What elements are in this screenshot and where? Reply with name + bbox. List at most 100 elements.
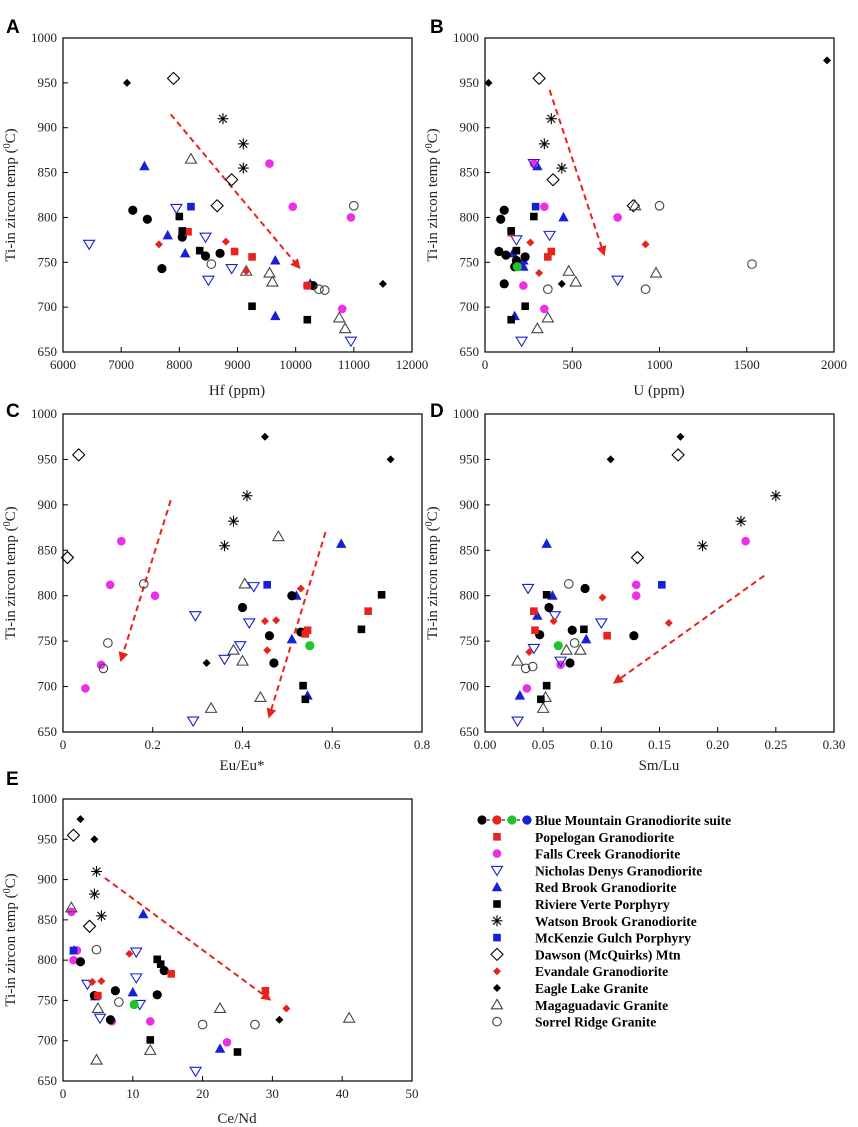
data-point-po [261,986,270,995]
legend-label: Falls Creek Granodiorite [535,847,680,862]
data-point-nd [129,973,143,984]
legend-label: Nicholas Denys Granodiorite [535,863,702,878]
trend-arrow [104,877,272,1001]
data-point-nd [189,1066,203,1078]
data-point-mg [187,202,195,211]
data-point-rv [303,315,312,324]
panel-b: B 650 700 750 800 850 900 950 1000 0 500 1000 1500 20… [424,17,848,399]
legend-label: Watson Brook Granodiorite [535,914,697,929]
data-point-nd [511,716,525,728]
panel-c: C 650 700 750 800 850 900 950 1000 0 0.2 0.4 0.6 0.8 E… [2,401,431,774]
data-point-rv [248,302,256,311]
y-tick-label: 750 [38,254,58,269]
y-tick-label: 700 [38,679,58,694]
panel-letter: D [430,401,444,422]
data-point-ev [88,977,97,986]
x-tick-label: 12000 [396,357,429,372]
data-point-ma [573,643,587,655]
data-point-nd [527,643,541,655]
data-point-bm [580,583,590,594]
y-tick-label: 950 [460,451,480,466]
data-point-wb [538,138,550,150]
data-point-sr [250,1019,260,1030]
data-point-ev [664,618,673,627]
legend-marker-ma [490,998,504,1010]
x-tick-label: 9000 [225,357,251,372]
trend-arrow [612,574,765,684]
plot-frame [62,413,423,733]
legend-entry-bm: Blue Mountain Granodiorite suite [477,813,731,828]
data-point-bmg [512,262,522,272]
legend-marker-sr [492,1016,502,1027]
data-point-ma [649,266,663,278]
data-point-el [202,658,211,667]
y-axis-label: Ti-in zircon temp (0C) [424,128,442,261]
panel-letter: C [6,401,20,422]
data-point-rb [581,633,592,644]
data-point-sr [542,284,553,295]
y-tick-label: 800 [460,588,480,603]
x-tick-label: 0.4 [234,737,251,752]
y-tick-label: 850 [460,165,480,180]
data-point-wb [241,490,253,502]
data-point-nd [82,239,96,251]
x-tick-label: 1500 [734,357,760,372]
data-point-sr [206,259,217,269]
legend-marker-fc [492,849,502,858]
data-point-mg [69,946,78,955]
data-point-rv [195,246,204,255]
data-point-rv [537,695,545,704]
data-point-sr [569,638,580,648]
data-point-fc [222,1038,232,1047]
data-point-dm [60,550,75,565]
y-tick-label: 900 [38,497,58,512]
trend-arrow [169,113,301,270]
data-point-nd [218,654,232,666]
data-point-wb [770,490,782,502]
data-point-el [606,455,615,464]
data-point-sr [98,663,109,674]
legend-entry-ev: Evandale Granodiorite [493,964,668,979]
data-point-ma [569,275,583,287]
data-point-sr [197,1019,208,1030]
data-point-dm [82,919,97,934]
data-point-rv [156,960,165,968]
x-tick-label: 1000 [647,357,673,372]
data-point-ev [272,616,281,625]
x-tick-label: 6000 [50,357,76,372]
data-point-rv [175,212,184,221]
y-tick-label: 1000 [31,791,57,806]
data-point-bm [629,631,639,641]
data-point-bm [215,248,225,258]
data-point-ma [204,701,218,713]
data-point-bmg [553,641,563,651]
data-point-bm [110,986,120,996]
data-point-ma [342,1011,356,1023]
y-tick-label: 700 [38,1033,58,1048]
panel-letter: A [6,17,20,38]
data-point-po [94,991,102,1000]
y-tick-label: 650 [38,724,58,739]
y-tick-label: 750 [38,633,58,648]
data-point-nd [611,275,625,287]
data-point-rb [162,229,173,240]
data-point-nd [554,656,568,668]
data-point-nd [509,235,523,246]
data-point-wb [556,162,568,174]
y-tick-label: 650 [38,344,58,359]
data-point-fc [631,580,641,590]
data-point-ev [260,617,269,626]
data-point-ma [559,643,573,655]
data-point-rb [336,538,347,548]
data-point-bm [520,252,530,262]
data-point-dm [671,448,685,462]
legend-entry-dm: Dawson (McQuirks) Mtn [490,947,681,962]
data-point-rv [153,955,162,964]
panel-letter: E [6,769,19,790]
data-point-ev [296,584,305,593]
trend-arrow [548,89,607,257]
data-point-bm [567,625,577,635]
data-point-nd [169,203,183,215]
data-point-rb [127,986,138,997]
